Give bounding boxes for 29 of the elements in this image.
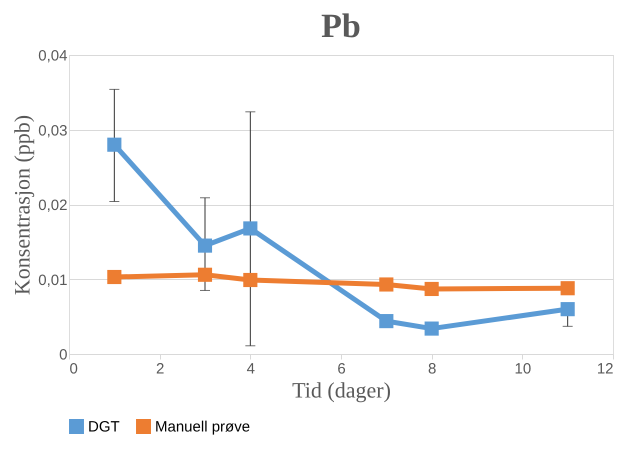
x-tick-label: 4 — [246, 360, 256, 378]
point — [424, 282, 439, 296]
x-tick-label: 8 — [428, 360, 436, 378]
point — [107, 138, 122, 152]
x-tick-label: 0 — [70, 360, 78, 378]
x-tick-label: 10 — [514, 360, 532, 378]
y-tick-label: 0,03 — [38, 122, 68, 140]
point — [243, 221, 258, 236]
y-tick-label: 0 — [59, 346, 68, 364]
point — [379, 314, 394, 328]
chart-title: Pb — [321, 8, 361, 45]
y-tick-label: 0,01 — [38, 272, 68, 289]
point — [379, 277, 394, 292]
legend-label: Manuell prøve — [155, 418, 250, 436]
point — [198, 238, 212, 253]
y-tick-label: 0,02 — [38, 197, 68, 214]
point — [424, 322, 439, 336]
point — [560, 281, 575, 296]
x-tick-label: 2 — [156, 360, 164, 378]
legend-label: DGT — [88, 418, 120, 436]
point — [198, 268, 212, 282]
y-axis-title: Konsentrasjon (ppb) — [9, 114, 34, 296]
point — [243, 272, 258, 288]
x-tick-label: 6 — [337, 360, 346, 378]
x-axis-title: Tid (dager) — [292, 378, 391, 402]
y-tick-label: 0,04 — [38, 48, 68, 64]
point — [560, 302, 575, 316]
x-tick-label: 12 — [596, 360, 614, 378]
point — [107, 270, 122, 284]
